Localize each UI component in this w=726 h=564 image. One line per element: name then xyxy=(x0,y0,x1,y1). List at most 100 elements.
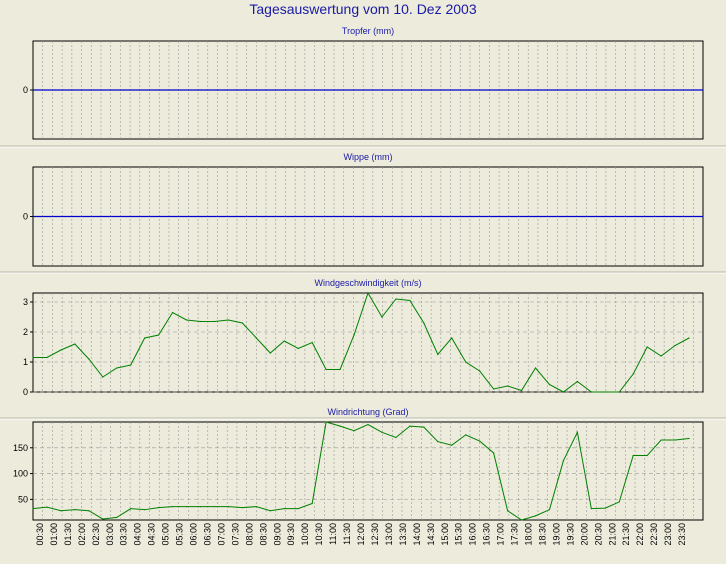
data-point xyxy=(269,352,271,354)
x-tick-label: 10:00 xyxy=(300,523,310,546)
x-tick-label: 16:00 xyxy=(468,523,478,546)
x-tick-label: 13:30 xyxy=(398,523,408,546)
panel-title: Windgeschwindigkeit (m/s) xyxy=(314,278,421,288)
data-point xyxy=(479,440,481,442)
data-point xyxy=(199,320,202,323)
data-point xyxy=(297,347,299,350)
data-point xyxy=(144,509,146,511)
data-point xyxy=(102,376,104,378)
x-tick-label: 18:30 xyxy=(537,523,547,546)
x-tick-label: 02:30 xyxy=(91,523,101,546)
x-tick-label: 03:00 xyxy=(105,523,115,546)
data-point xyxy=(632,454,634,457)
data-point xyxy=(493,452,495,454)
data-point xyxy=(116,516,118,519)
x-tick-label: 01:30 xyxy=(63,523,73,546)
data-point xyxy=(465,434,467,436)
data-point xyxy=(158,334,160,336)
data-point xyxy=(590,391,592,393)
data-point xyxy=(46,506,48,508)
data-point xyxy=(576,431,578,433)
data-point xyxy=(548,383,551,386)
data-point xyxy=(646,346,648,348)
x-tick-label: 13:00 xyxy=(384,523,394,546)
data-point xyxy=(255,505,257,508)
x-tick-label: 07:30 xyxy=(230,523,240,546)
data-point xyxy=(604,391,606,393)
data-point xyxy=(437,441,439,443)
data-point xyxy=(395,298,397,300)
data-point xyxy=(213,505,216,508)
data-point xyxy=(409,299,411,302)
x-tick-label: 17:00 xyxy=(496,523,506,546)
panel-title: Windrichtung (Grad) xyxy=(327,407,408,417)
page-title: Tagesauswertung vom 10. Dez 2003 xyxy=(249,1,477,17)
y-tick-label: 150 xyxy=(13,443,28,453)
y-tick-label: 50 xyxy=(18,494,28,504)
data-point xyxy=(102,518,104,520)
data-point xyxy=(213,320,216,323)
series-line xyxy=(32,421,690,521)
data-point xyxy=(269,510,271,512)
data-point xyxy=(409,425,411,427)
data-point xyxy=(381,431,383,433)
data-point xyxy=(185,319,188,321)
data-point xyxy=(618,391,620,393)
y-tick-label: 3 xyxy=(23,297,28,307)
x-tick-label: 15:30 xyxy=(454,523,464,546)
x-tick-label: 02:00 xyxy=(77,523,87,546)
data-point xyxy=(255,337,257,339)
data-point xyxy=(185,505,188,508)
y-tick-label: 0 xyxy=(23,212,28,222)
data-point xyxy=(144,337,146,339)
x-tick-label: 14:00 xyxy=(412,523,422,546)
data-point xyxy=(311,341,313,344)
data-point xyxy=(548,509,551,511)
data-point xyxy=(451,337,453,339)
data-point xyxy=(381,316,383,318)
plot-frame xyxy=(32,421,704,521)
x-tick-label: 07:00 xyxy=(216,523,226,546)
data-point xyxy=(74,343,76,345)
data-point xyxy=(367,292,369,294)
data-point xyxy=(506,385,509,387)
x-tick-label: 21:30 xyxy=(621,523,631,546)
x-tick-label: 04:00 xyxy=(133,523,143,546)
x-tick-label: 00:30 xyxy=(35,523,45,546)
y-tick-label: 1 xyxy=(23,357,28,367)
data-point xyxy=(74,509,76,511)
data-point xyxy=(130,508,132,510)
data-point xyxy=(604,507,606,509)
data-point xyxy=(423,426,425,428)
data-point xyxy=(32,356,34,359)
data-point xyxy=(562,391,565,393)
x-tick-label: 01:00 xyxy=(49,523,59,546)
x-tick-label: 18:00 xyxy=(524,523,534,546)
data-point xyxy=(353,334,355,336)
data-point xyxy=(688,337,690,339)
data-point xyxy=(171,311,174,314)
x-tick-label: 22:30 xyxy=(649,523,659,546)
y-tick-label: 0 xyxy=(23,387,28,397)
x-tick-label: 09:00 xyxy=(272,523,282,546)
data-point xyxy=(171,505,174,508)
x-tick-label: 11:00 xyxy=(328,523,338,545)
data-point xyxy=(88,510,90,512)
data-point xyxy=(283,340,285,342)
x-tick-label: 03:30 xyxy=(119,523,129,546)
data-point xyxy=(660,439,662,441)
x-tick-label: 09:30 xyxy=(286,523,296,546)
x-tick-label: 06:00 xyxy=(189,523,199,546)
data-point xyxy=(674,344,676,347)
data-point xyxy=(520,519,523,521)
data-point xyxy=(60,349,62,351)
data-point xyxy=(339,425,341,427)
data-point xyxy=(325,368,327,371)
data-point xyxy=(325,421,327,423)
x-tick-label: 08:00 xyxy=(244,523,254,546)
x-tick-label: 15:00 xyxy=(440,523,450,546)
x-tick-label: 10:30 xyxy=(314,523,324,546)
x-tick-label: 06:30 xyxy=(202,523,212,546)
